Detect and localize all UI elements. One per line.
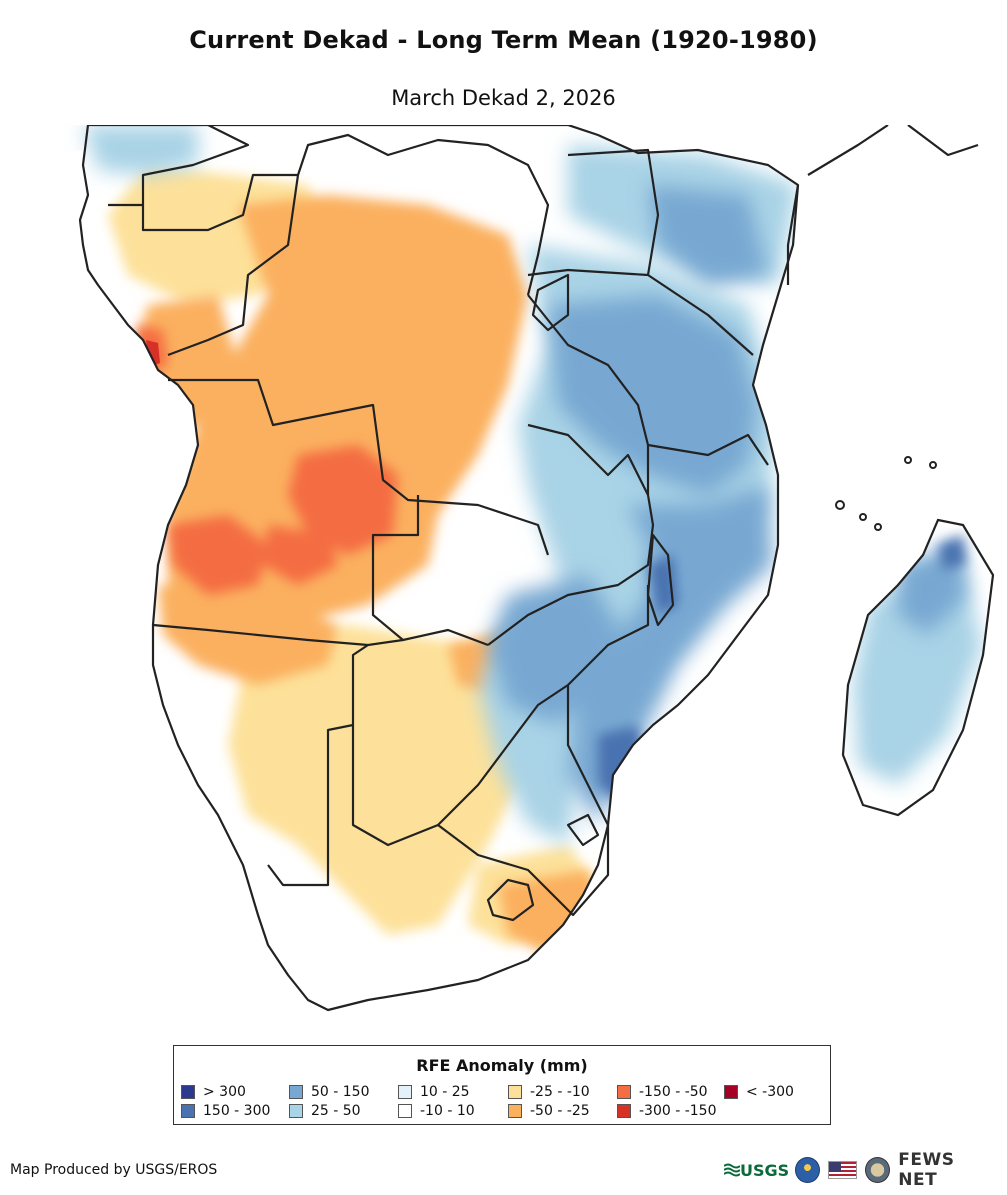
legend-swatch	[398, 1085, 412, 1099]
usgs-logo: USGS	[724, 1161, 789, 1180]
comoros-islands	[835, 456, 937, 531]
rainfall-anomaly-map	[78, 125, 995, 1012]
legend-item: -300 - -150	[617, 1103, 717, 1119]
legend-swatch	[289, 1104, 303, 1118]
legend-item: 25 - 50	[289, 1103, 361, 1119]
legend-item: > 300	[181, 1084, 246, 1100]
legend-swatch	[181, 1104, 195, 1118]
legend-swatch	[289, 1085, 303, 1099]
legend-title: RFE Anomaly (mm)	[416, 1056, 588, 1075]
legend-item: 10 - 25	[398, 1084, 470, 1100]
fews-net-logo: FEWS NET	[898, 1150, 955, 1190]
country-borders	[78, 125, 979, 1012]
agency-logos: USGS FEWS NET	[724, 1150, 996, 1190]
usgs-wave-icon	[724, 1163, 740, 1177]
map-credit: Map Produced by USGS/EROS	[10, 1162, 218, 1178]
state-department-seal	[865, 1157, 891, 1183]
legend-swatch	[508, 1085, 522, 1099]
legend-item: < -300	[724, 1084, 794, 1100]
legend-swatch	[617, 1085, 631, 1099]
map-title: Current Dekad - Long Term Mean (1920-198…	[189, 26, 818, 54]
legend-item: 50 - 150	[289, 1084, 370, 1100]
legend-item: -10 - 10	[398, 1103, 475, 1119]
legend-swatch	[617, 1104, 631, 1118]
madagascar-outline	[841, 518, 995, 817]
legend-swatch	[508, 1104, 522, 1118]
legend-item: -150 - -50	[617, 1084, 708, 1100]
legend-item: -50 - -25	[508, 1103, 590, 1119]
legend-swatch	[181, 1085, 195, 1099]
legend-item: 150 - 300	[181, 1103, 270, 1119]
legend-swatch	[724, 1085, 738, 1099]
legend: RFE Anomaly (mm) > 300 150 - 300 50 - 15…	[173, 1045, 831, 1125]
us-flag-icon	[828, 1161, 858, 1179]
legend-item: -25 - -10	[508, 1084, 590, 1100]
legend-swatch	[398, 1104, 412, 1118]
map-subtitle: March Dekad 2, 2026	[391, 86, 616, 110]
noaa-logo	[795, 1157, 821, 1183]
